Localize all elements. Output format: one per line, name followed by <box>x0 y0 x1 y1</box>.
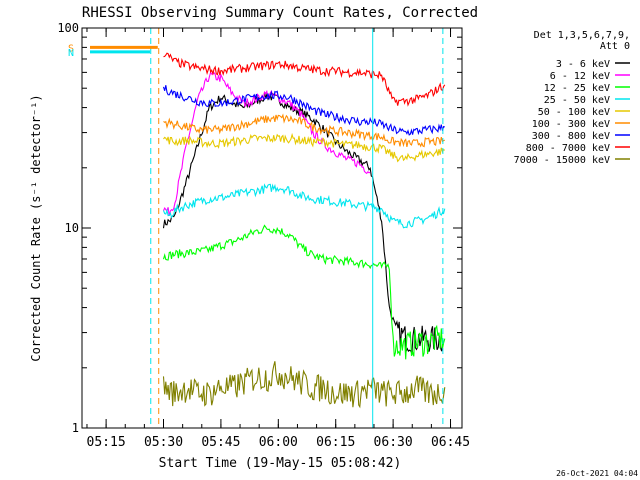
legend-entry-label: 12 - 25 keV <box>544 83 610 94</box>
series-line-6 <box>162 85 445 136</box>
series-line-3 <box>162 183 446 229</box>
legend-header: Det 1,3,5,6,7,9, <box>534 30 630 41</box>
plot-frame <box>81 27 463 429</box>
x-tick-label: 06:15 <box>316 435 355 450</box>
legend-entry-label: 7000 - 15000 keV <box>514 155 610 166</box>
series-line-5 <box>163 113 446 148</box>
x-axis-label: Start Time (19-May-15 05:08:42) <box>159 456 402 471</box>
y-tick-label: 1 <box>72 421 79 435</box>
legend-entry-label: 100 - 300 keV <box>532 119 610 130</box>
flag-label-s: S <box>68 43 74 54</box>
series-line-4 <box>163 132 446 163</box>
x-tick-label: 06:45 <box>431 435 470 450</box>
x-tick-label: 05:30 <box>144 435 183 450</box>
y-tick-label: 100 <box>57 21 79 35</box>
legend-entry-label: 25 - 50 keV <box>544 95 610 106</box>
legend-entry-label: 300 - 800 keV <box>532 131 610 142</box>
legend-entry-label: 800 - 7000 keV <box>526 143 610 154</box>
legend-header: Att 0 <box>600 41 630 52</box>
x-tick-label: 06:30 <box>374 435 413 450</box>
plot-area: SN <box>68 28 446 428</box>
x-tick-label: 06:00 <box>259 435 298 450</box>
series-line-0 <box>162 92 444 356</box>
series-line-2 <box>162 224 446 360</box>
y-axis-label: Corrected Count Rate (s⁻¹ detector⁻¹) <box>29 94 43 361</box>
axes: 05:15 05:30 05:45 06:00 06:15 06:30 06:45 1 10 10… <box>57 21 470 450</box>
chart-title: RHESSI Observing Summary Count Rates, Co… <box>82 5 478 21</box>
series-line-7 <box>163 52 446 107</box>
timestamp-footer: 26-Oct-2021 04:04 <box>556 469 638 478</box>
legend-entry-label: 3 - 6 keV <box>556 59 610 70</box>
legend-entry-label: 6 - 12 keV <box>550 71 610 82</box>
series-line-1 <box>163 71 371 217</box>
legend-entry-label: 50 - 100 keV <box>538 107 610 118</box>
x-tick-label: 05:15 <box>87 435 126 450</box>
y-tick-label: 10 <box>65 221 79 235</box>
x-tick-label: 05:45 <box>201 435 240 450</box>
flag-label-n: N <box>68 48 74 59</box>
series-line-8 <box>162 361 446 409</box>
